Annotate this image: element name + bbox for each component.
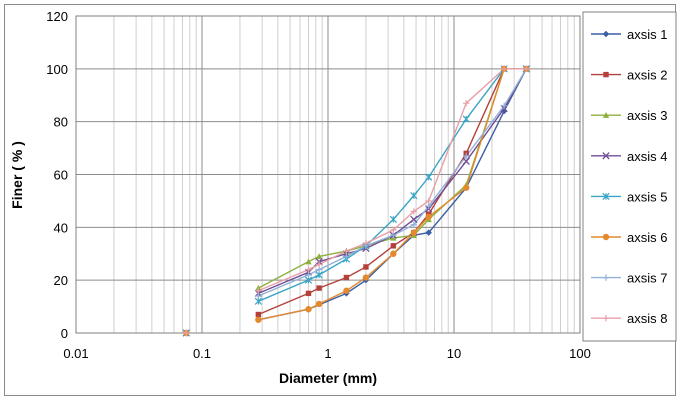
data-point <box>390 226 397 234</box>
data-point <box>425 197 432 205</box>
data-point <box>343 247 350 255</box>
y-tick-label: 0 <box>61 326 68 341</box>
data-point <box>315 300 323 308</box>
data-point <box>410 221 418 228</box>
data-point <box>425 229 432 236</box>
data-point <box>183 329 190 337</box>
data-point <box>462 157 470 165</box>
series-markers <box>182 65 530 337</box>
y-tick-label: 20 <box>54 273 68 288</box>
data-point <box>410 192 418 200</box>
series-line <box>258 68 527 295</box>
data-point <box>410 208 418 215</box>
data-point <box>343 274 350 281</box>
legend-marker <box>602 192 610 201</box>
legend-label: axsis 4 <box>627 149 667 164</box>
x-tick-label: 100 <box>569 346 591 361</box>
legend-marker <box>602 233 610 241</box>
legend-marker <box>602 152 610 160</box>
x-tick-label: 0.01 <box>63 346 88 361</box>
legend-marker <box>602 274 610 281</box>
legend-label: axsis 2 <box>627 68 667 83</box>
y-tick-label: 60 <box>54 168 68 183</box>
data-point <box>363 264 369 270</box>
data-point <box>315 253 323 260</box>
data-point <box>425 213 432 220</box>
legend-label: axsis 1 <box>627 27 667 42</box>
legend-box <box>582 11 677 342</box>
data-point <box>305 290 312 297</box>
y-tick-label: 40 <box>54 220 68 235</box>
data-point <box>390 250 397 257</box>
legend-label: axsis 5 <box>627 189 667 204</box>
data-point <box>362 239 370 247</box>
y-tick-label: 100 <box>46 62 68 77</box>
data-point <box>255 287 262 294</box>
legend: axsis 1 axsis 2 axsis 3 axsis 4 axsis 5 axsis… <box>582 11 677 342</box>
y-tick-label: 120 <box>46 9 68 24</box>
data-point <box>389 215 397 224</box>
series-line <box>258 68 527 321</box>
data-point <box>305 306 312 313</box>
data-point <box>463 184 470 191</box>
data-point <box>410 215 418 224</box>
legend-items: axsis 1 axsis 2 axsis 3 axsis 4 axsis 5 axsis… <box>591 27 667 326</box>
legend-marker <box>602 112 610 118</box>
data-point <box>255 311 262 318</box>
data-point <box>523 65 530 73</box>
data-point <box>463 99 470 107</box>
legend-marker <box>603 71 609 78</box>
series-line <box>258 68 527 321</box>
data-point <box>500 102 508 110</box>
x-tick-label: 0.1 <box>193 346 211 361</box>
series-line <box>258 68 527 297</box>
data-point <box>343 287 350 294</box>
y-tick-labels: 0 20 40 60 80 100 120 <box>46 9 68 341</box>
series-line <box>258 68 527 292</box>
data-point <box>500 65 508 73</box>
data-point <box>305 266 312 273</box>
y-axis-title: Finer ( % ) <box>9 141 25 209</box>
data-point <box>390 243 397 249</box>
series-line <box>258 68 527 316</box>
x-tick-labels: 0.01 0.1 1 10 100 <box>63 346 591 361</box>
data-point <box>305 258 312 265</box>
data-point <box>410 229 418 236</box>
data-point <box>362 274 370 281</box>
data-point <box>315 261 323 268</box>
x-tick-label: 10 <box>447 346 461 361</box>
legend-label: axsis 8 <box>627 311 667 326</box>
data-point <box>425 173 433 181</box>
data-point <box>255 316 262 323</box>
y-tick-label: 80 <box>54 115 68 130</box>
legend-marker <box>602 315 610 322</box>
series-lines <box>258 68 527 321</box>
legend-label: axsis 6 <box>627 230 667 245</box>
plot-area-border <box>75 15 581 334</box>
legend-marker <box>602 30 610 38</box>
data-point <box>462 115 470 123</box>
x-axis-title: Diameter (mm) <box>279 370 377 386</box>
legend-label: axsis 3 <box>627 108 667 123</box>
data-point <box>316 285 322 291</box>
legend-label: axsis 7 <box>627 271 667 286</box>
data-point <box>463 152 470 160</box>
x-tick-label: 1 <box>324 346 331 361</box>
